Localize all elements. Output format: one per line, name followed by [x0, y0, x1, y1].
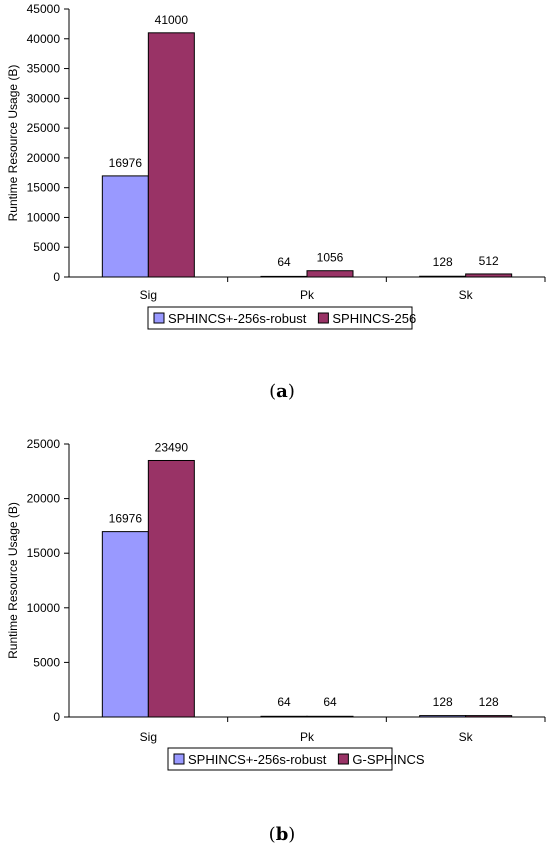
bar-sk-series-1	[465, 715, 513, 718]
bar-pk-series-0	[260, 715, 308, 718]
y-tick-label: 15000	[27, 181, 61, 195]
data-label: 128	[479, 695, 499, 709]
bar-sk-series-0	[419, 715, 467, 718]
y-tick-label: 0	[53, 710, 60, 724]
legend-swatch	[337, 753, 349, 765]
legend-swatch	[153, 312, 165, 324]
chart-a: 0 5000 10000 15000 20000 25000 30000 35000 40000…	[6, 2, 546, 402]
y-tick-label: 5000	[33, 240, 60, 254]
data-label: 16976	[109, 512, 143, 526]
chart-b: 0 5000 10000 15000 20000 25000 Runtime Resourc…	[6, 437, 546, 845]
bar-sig-series-1	[147, 459, 195, 718]
x-tick-label: Sk	[459, 730, 474, 744]
data-label: 128	[433, 695, 453, 709]
x-tick-label: Pk	[300, 730, 315, 744]
legend: SPHINCS+-256s-robust SPHINCS-256	[147, 306, 416, 330]
legend-label: SPHINCS+-256s-robust	[168, 311, 307, 326]
legend-box	[147, 306, 413, 330]
data-label: 16976	[109, 156, 143, 170]
bar-sig-series-1	[147, 32, 195, 278]
y-tick-label: 25000	[27, 121, 61, 135]
y-tick-label: 15000	[27, 546, 61, 560]
legend-label: SPHINCS+-256s-robust	[188, 752, 327, 767]
x-tick-label: Sk	[459, 288, 474, 302]
data-label: 128	[433, 255, 453, 269]
data-label: 41000	[155, 13, 189, 27]
y-tick-label: 5000	[33, 655, 60, 669]
y-tick-label: 20000	[27, 151, 61, 165]
legend-box	[167, 747, 393, 771]
bar-pk-series-0	[260, 275, 308, 278]
data-label: 23490	[155, 440, 189, 454]
y-tick-label: 25000	[27, 437, 61, 451]
legend-swatch	[173, 753, 185, 765]
y-axis-label: Runtime Resource Usage (B)	[6, 65, 20, 222]
x-tick-label: Pk	[300, 288, 315, 302]
data-label: 1056	[317, 251, 344, 265]
x-tick-label: Sig	[140, 288, 157, 302]
bar-sk-series-0	[419, 275, 467, 278]
caption: (b)	[269, 824, 296, 845]
y-tick-label: 40000	[27, 32, 61, 46]
bar-sk-series-1	[465, 273, 513, 278]
legend-label: SPHINCS-256	[332, 311, 416, 326]
caption: (a)	[269, 381, 295, 402]
data-label: 64	[277, 255, 291, 269]
y-tick-label: 35000	[27, 62, 61, 76]
bar-pk-series-1	[306, 715, 354, 718]
legend-swatch	[317, 312, 329, 324]
y-tick-label: 10000	[27, 601, 61, 615]
data-label: 512	[479, 254, 499, 268]
y-tick-label: 45000	[27, 2, 61, 16]
data-label: 64	[277, 695, 291, 709]
bar-pk-series-1	[306, 270, 354, 278]
x-tick-label: Sig	[140, 730, 157, 744]
bar-sig-series-0	[101, 531, 149, 718]
data-label: 64	[323, 695, 337, 709]
y-tick-label: 20000	[27, 492, 61, 506]
y-tick-label: 10000	[27, 210, 61, 224]
legend: SPHINCS+-256s-robust G-SPHINCS	[167, 747, 425, 771]
bar-sig-series-0	[101, 175, 149, 278]
y-axis-label: Runtime Resource Usage (B)	[6, 502, 20, 659]
y-tick-label: 0	[53, 270, 60, 284]
legend-label: G-SPHINCS	[352, 752, 425, 767]
y-tick-label: 30000	[27, 91, 61, 105]
